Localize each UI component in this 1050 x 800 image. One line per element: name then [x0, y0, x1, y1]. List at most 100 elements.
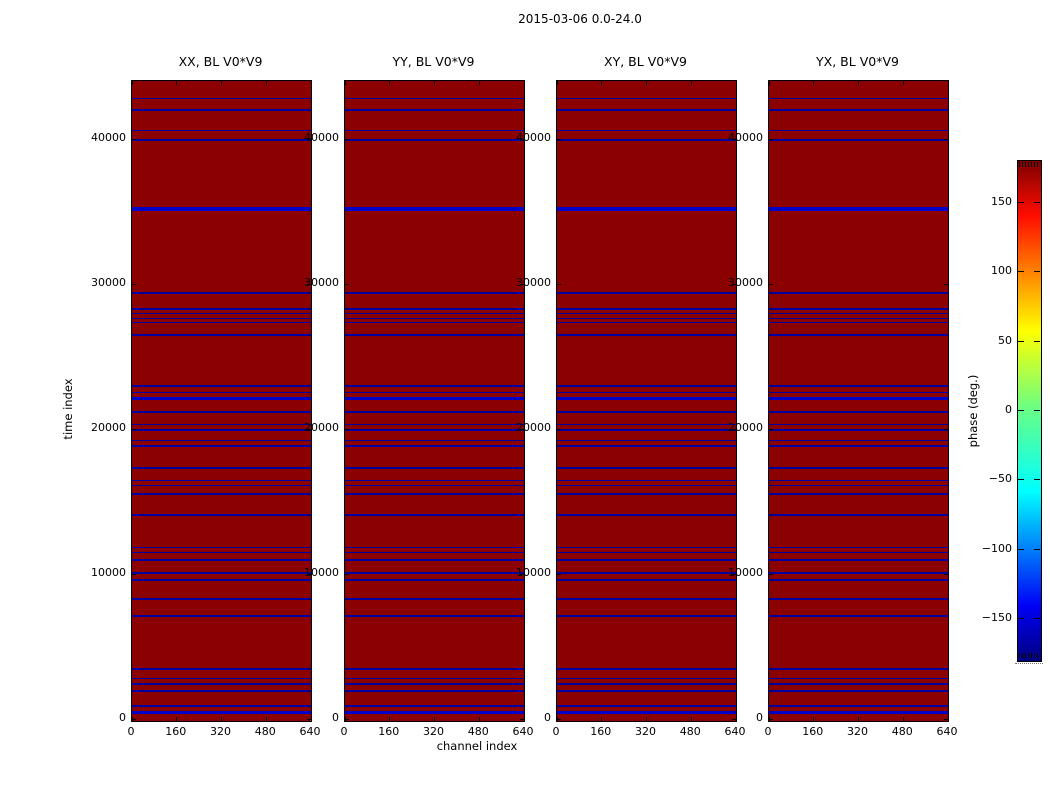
x-tick-mark [221, 81, 222, 85]
x-tick-mark [265, 717, 267, 721]
phase-stripe [345, 571, 524, 574]
x-tick-mark [478, 717, 480, 721]
phase-stripe [769, 333, 948, 336]
heatmap-panel [131, 80, 312, 722]
phase-stripe [345, 558, 524, 561]
y-tick-mark [307, 283, 311, 285]
y-tick-mark [307, 138, 311, 140]
phase-stripe [132, 109, 311, 111]
x-tick-mark [389, 81, 391, 85]
phase-stripe [345, 690, 524, 692]
y-tick-mark [769, 283, 773, 285]
phase-stripe [345, 440, 524, 442]
y-tick-mark [769, 718, 773, 720]
phase-stripe [769, 690, 948, 692]
x-tick-mark [902, 717, 904, 721]
x-tick-label: 160 [802, 725, 824, 738]
colorbar-tick-label: 0 [1005, 403, 1012, 416]
phase-stripe [557, 677, 736, 679]
phase-stripe [557, 384, 736, 387]
phase-stripe [132, 313, 311, 315]
x-tick-mark [523, 81, 525, 85]
y-tick-mark [520, 283, 524, 285]
x-tick-mark [858, 717, 859, 721]
x-tick-mark [131, 81, 133, 85]
y-tick-mark [944, 718, 948, 720]
phase-stripe [769, 710, 948, 714]
phase-stripe [769, 683, 948, 686]
y-tick-mark [732, 138, 736, 140]
y-tick-mark [944, 428, 948, 430]
colorbar-tick-label: 50 [998, 333, 1012, 347]
phase-stripe [132, 392, 311, 394]
phase-stripe [132, 485, 311, 487]
phase-stripe [345, 206, 524, 211]
phase-stripe [557, 410, 736, 413]
y-tick-mark [557, 718, 561, 720]
phase-stripe [769, 307, 948, 310]
x-tick-label: 640 [512, 725, 534, 738]
phase-stripe [557, 129, 736, 131]
y-tick-label: 40000 [304, 131, 339, 144]
y-tick-label: 20000 [91, 421, 126, 434]
x-tick-mark [310, 717, 312, 721]
phase-stripe [345, 429, 524, 432]
phase-stripe [769, 479, 948, 481]
x-tick-mark [601, 717, 603, 721]
phase-stripe [132, 384, 311, 387]
colorbar-tick-mark [1034, 479, 1040, 481]
heatmap-panel [768, 80, 949, 722]
phase-stripe [557, 598, 736, 601]
phase-stripe [132, 429, 311, 432]
phase-stripe [557, 97, 736, 99]
phase-stripe [132, 467, 311, 470]
x-tick-mark [221, 717, 222, 721]
phase-stripe [769, 97, 948, 99]
phase-stripe [557, 291, 736, 294]
phase-stripe [345, 513, 524, 516]
x-tick-label: 320 [635, 725, 656, 738]
y-tick-mark [732, 718, 736, 720]
y-tick-label: 20000 [516, 421, 551, 434]
x-tick-mark [478, 81, 480, 85]
x-tick-mark [344, 81, 346, 85]
y-tick-label: 20000 [304, 421, 339, 434]
y-tick-label: 0 [332, 711, 339, 724]
colorbar-tick-label: −150 [981, 611, 1012, 625]
x-tick-mark [813, 717, 815, 721]
phase-stripe [769, 397, 948, 401]
y-tick-mark [732, 573, 736, 575]
colorbar-tick-mark [1018, 479, 1024, 481]
phase-stripe [769, 571, 948, 574]
x-tick-mark [947, 717, 949, 721]
colorbar-tick-label: 150 [991, 194, 1012, 208]
phase-stripe [557, 139, 736, 142]
y-tick-mark [520, 573, 524, 575]
x-tick-mark [389, 717, 391, 721]
phase-stripe [132, 333, 311, 336]
phase-stripe [557, 397, 736, 401]
phase-stripe [132, 493, 311, 496]
phase-stripe [345, 397, 524, 401]
y-tick-mark [132, 718, 136, 720]
phase-stripe [557, 493, 736, 496]
phase-stripe [769, 322, 948, 324]
y-tick-label: 10000 [516, 566, 551, 579]
x-tick-label: 0 [552, 725, 560, 738]
phase-stripe [769, 424, 948, 426]
panel-title: YX, BL V0*V9 [816, 54, 899, 69]
phase-stripe [345, 683, 524, 686]
phase-stripe [132, 615, 311, 618]
phase-stripe [132, 206, 311, 211]
phase-stripe [769, 513, 948, 516]
phase-stripe [557, 710, 736, 714]
x-tick-mark [735, 717, 737, 721]
phase-stripe [769, 440, 948, 442]
y-tick-mark [769, 573, 773, 575]
x-tick-label: 320 [847, 725, 868, 738]
y-tick-mark [345, 573, 349, 575]
phase-stripe [345, 333, 524, 336]
phase-stripe [557, 683, 736, 686]
phase-stripe [132, 318, 311, 320]
